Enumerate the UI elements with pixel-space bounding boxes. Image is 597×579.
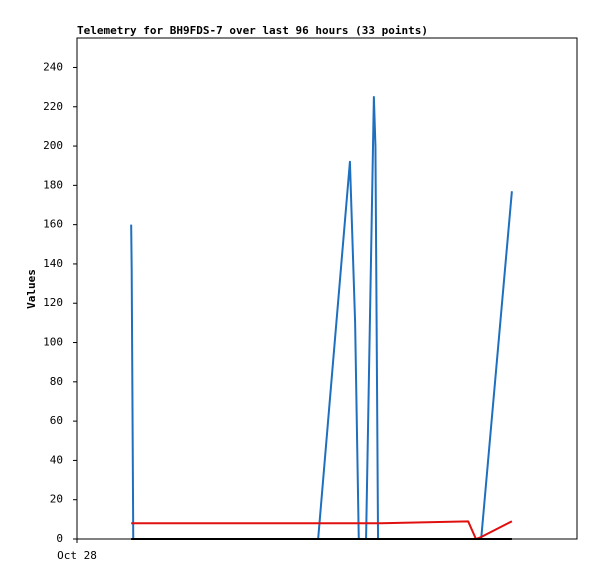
y-tick-label: 40: [50, 453, 63, 466]
chart-title: Telemetry for BH9FDS-7 over last 96 hour…: [77, 24, 428, 37]
y-tick-label: 80: [50, 375, 63, 388]
y-tick-label: 140: [43, 257, 63, 270]
y-axis-label: Values: [25, 269, 38, 309]
y-tick-label: 200: [43, 139, 63, 152]
data-line: [130, 520, 513, 540]
plot-frame: [76, 37, 578, 540]
y-tick-label: 240: [43, 60, 63, 73]
x-tick-label: Oct 28: [57, 549, 97, 562]
y-tick-label: 20: [50, 493, 63, 506]
data-line: [130, 95, 513, 540]
y-tick-label: 120: [43, 296, 63, 309]
y-tick-label: 180: [43, 178, 63, 191]
y-tick-label: 220: [43, 100, 63, 113]
y-tick-label: 60: [50, 414, 63, 427]
y-tick-label: 100: [43, 336, 63, 349]
y-tick-label: 0: [56, 532, 63, 545]
y-tick-label: 160: [43, 218, 63, 231]
